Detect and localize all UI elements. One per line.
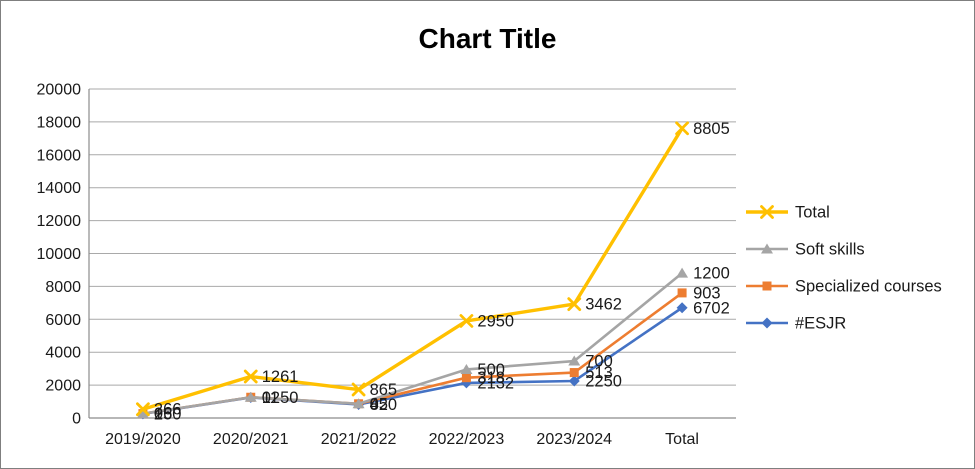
marker-total (243, 369, 258, 384)
legend-triangle-icon (761, 243, 773, 254)
x-axis-category-label: 2020/2021 (213, 431, 289, 448)
data-label-total: 3462 (585, 296, 622, 314)
y-axis-tick-label: 10000 (37, 246, 82, 263)
legend-label-specialized-courses: Specialized courses (795, 278, 942, 296)
data-label-soft-skills: 0 (262, 389, 271, 407)
x-axis-category-label: Total (665, 431, 699, 448)
legend-item-soft-skills[interactable]: Soft skills (746, 241, 865, 259)
marker-total (675, 121, 689, 136)
marker-total (136, 402, 150, 417)
data-label-specialized-courses: 318 (477, 369, 505, 387)
legend-diamond-icon (761, 317, 773, 329)
data-label-specialized-courses: 45 (370, 395, 388, 413)
marker-soft-skills (460, 363, 473, 374)
data-label-total: 266 (154, 401, 182, 419)
y-axis-tick-label: 0 (72, 411, 81, 428)
data-label-esjr: 2250 (585, 372, 622, 390)
y-axis-tick-label: 8000 (45, 279, 81, 296)
marker-esjr (676, 302, 688, 314)
series-line-total (142, 127, 684, 411)
chart-title: Chart Title (418, 23, 557, 54)
x-axis-category-label: 2021/2022 (321, 431, 397, 448)
series-soft-skills (136, 267, 689, 419)
legend-label-soft-skills: Soft skills (795, 241, 865, 259)
marker-soft-skills (136, 408, 149, 419)
series-total (136, 121, 689, 417)
y-axis-tick-label: 18000 (37, 114, 82, 131)
data-label-total: 1261 (262, 368, 299, 386)
data-label-specialized-courses: 16 (154, 405, 172, 423)
y-axis-tick-label: 6000 (45, 312, 81, 329)
legend-square-icon (762, 281, 772, 291)
x-axis-category-label: 2019/2020 (105, 431, 181, 448)
legend-item-specialized-courses[interactable]: Specialized courses (746, 278, 942, 296)
legend-label-esjr: #ESJR (795, 315, 846, 333)
data-label-esjr: 1250 (262, 389, 299, 407)
y-axis-tick-label: 16000 (37, 147, 82, 164)
y-axis-tick-label: 14000 (37, 180, 82, 197)
marker-specialized-courses (461, 373, 471, 383)
y-axis-tick-label: 12000 (37, 213, 82, 230)
data-label-specialized-courses: 903 (693, 284, 721, 302)
marker-total (567, 297, 582, 311)
y-axis-tick-label: 4000 (45, 345, 81, 362)
legend-label-total: Total (795, 204, 830, 222)
data-label-total: 8805 (693, 120, 730, 138)
data-label-soft-skills: 0 (154, 405, 163, 423)
data-label-esjr: 820 (370, 396, 398, 414)
data-label-soft-skills: 0 (370, 395, 379, 413)
data-label-total: 2950 (477, 312, 514, 330)
marker-total (351, 382, 366, 397)
data-label-soft-skills: 700 (585, 353, 613, 371)
data-label-specialized-courses: 11 (262, 389, 279, 407)
data-label-total: 865 (370, 381, 398, 399)
data-label-esjr: 6702 (693, 299, 730, 317)
series-line-soft-skills (142, 272, 683, 415)
marker-soft-skills (352, 398, 365, 409)
marker-specialized-courses (677, 288, 687, 298)
marker-esjr (568, 375, 580, 387)
x-axis-category-label: 2023/2024 (536, 431, 612, 448)
marker-soft-skills (244, 391, 257, 402)
legend-x-icon (760, 205, 774, 219)
legend-item-total[interactable]: Total (746, 204, 830, 222)
data-label-soft-skills: 500 (477, 361, 505, 379)
x-axis-category-label: 2022/2023 (429, 431, 505, 448)
data-label-esjr: 2132 (477, 374, 514, 392)
data-label-soft-skills: 1200 (693, 265, 730, 283)
marker-total (459, 314, 474, 328)
marker-soft-skills (568, 355, 581, 366)
y-axis-tick-label: 2000 (45, 378, 81, 395)
marker-specialized-courses (569, 368, 579, 378)
data-label-specialized-courses: 513 (585, 364, 613, 382)
y-axis-tick-label: 20000 (37, 82, 82, 99)
legend-item-esjr[interactable]: #ESJR (746, 315, 846, 333)
data-label-esjr: 250 (154, 405, 182, 423)
marker-soft-skills (676, 267, 689, 278)
